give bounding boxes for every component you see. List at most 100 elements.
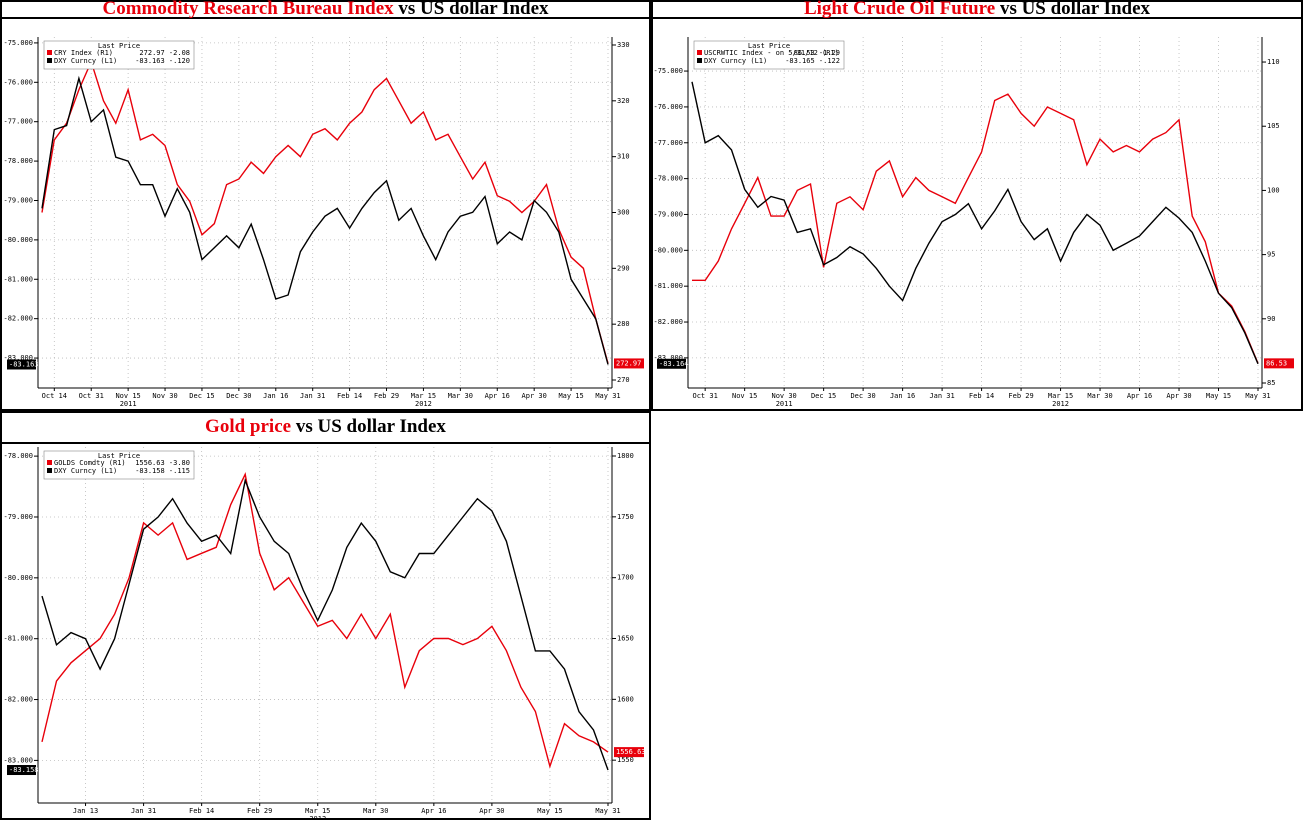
- legend-box: [43, 450, 195, 480]
- legend-name: USCRWTIC Index - on 5/31/12 (R1): [704, 49, 839, 57]
- y2-tick-label: 310: [617, 153, 630, 161]
- y-tick-label: -82.000: [3, 696, 33, 704]
- y2-tick-label: 110: [1267, 58, 1280, 66]
- y-tick-label: -79.000: [3, 513, 33, 521]
- y-tick-label: -76.000: [653, 103, 683, 111]
- legend-title: Last Price: [98, 452, 140, 460]
- y2-tick-label: 90: [1267, 315, 1275, 323]
- y2-tick-label: 320: [617, 97, 630, 105]
- series-line: [41, 478, 609, 771]
- legend-value: 1556.63 -3.80: [135, 459, 190, 467]
- y-tick-label: -78.000: [3, 157, 33, 165]
- x-tick-label: Jan 13: [73, 807, 98, 815]
- y-tick-label: -75.000: [3, 39, 33, 47]
- y2-tick-label: 270: [617, 376, 630, 384]
- x-tick-label: Mar 30: [1087, 392, 1112, 400]
- y-tick-label: -75.000: [653, 67, 683, 75]
- end-tag: [657, 358, 686, 369]
- legend-title: Last Price: [748, 42, 790, 50]
- legend-swatch: [47, 58, 52, 63]
- x-tick-label: Apr 30: [1166, 392, 1191, 400]
- y-tick-label: -81.000: [3, 275, 33, 283]
- x-tick-label: Jan 16: [263, 392, 288, 400]
- y2-tick-label: 1600: [617, 695, 634, 703]
- x-tick-label: Apr 30: [479, 807, 504, 815]
- end-tag: [614, 747, 644, 758]
- legend-name: DXY Curncy (L1): [704, 57, 767, 65]
- x-tick-label: Nov 15: [115, 392, 140, 400]
- x-tick-label: Mar 30: [448, 392, 473, 400]
- end-label: -83.163: [9, 360, 39, 368]
- legend-swatch: [47, 460, 52, 465]
- y2-tick-label: 1700: [617, 574, 634, 582]
- legend-name: DXY Curncy (L1): [54, 57, 117, 65]
- x-tick-label: May 31: [1245, 392, 1270, 400]
- title-highlight: Light Crude Oil Future: [804, 0, 995, 19]
- legend-box: [693, 40, 845, 70]
- y2-tick-label: 300: [617, 209, 630, 217]
- end-label: 272.97: [616, 359, 641, 367]
- x-year-label: 2011: [120, 400, 137, 408]
- legend-swatch: [47, 50, 52, 55]
- y-tick-label: -82.000: [653, 318, 683, 326]
- y2-tick-label: 1650: [617, 635, 634, 643]
- end-tag: [614, 358, 644, 369]
- legend-value: -83.158 -.115: [135, 467, 190, 475]
- x-year-label: 2012: [415, 400, 432, 408]
- x-tick-label: Mar 15: [305, 807, 330, 815]
- chart-title: Gold price vs US dollar Index: [205, 416, 446, 437]
- x-tick-label: Feb 29: [374, 392, 399, 400]
- legend-swatch: [697, 58, 702, 63]
- x-tick-label: Jan 31: [929, 392, 954, 400]
- y-tick-label: -76.000: [3, 78, 33, 86]
- x-tick-label: May 15: [537, 807, 562, 815]
- x-tick-label: Apr 16: [485, 392, 510, 400]
- series-line: [41, 472, 609, 769]
- x-tick-label: Nov 30: [771, 392, 796, 400]
- x-tick-label: May 31: [595, 807, 620, 815]
- end-label: -83.164: [659, 360, 689, 368]
- y-tick-label: -83.000: [653, 354, 683, 362]
- y2-tick-label: 85: [1267, 379, 1275, 387]
- y2-tick-label: 100: [1267, 186, 1280, 194]
- y2-tick-label: 280: [617, 320, 630, 328]
- end-tag: [1264, 358, 1294, 369]
- legend-name: CRY Index (R1): [54, 49, 113, 57]
- title-rest: vs US dollar Index: [291, 416, 446, 437]
- legend-value: 86.53 -1.29: [794, 49, 840, 57]
- x-tick-label: Oct 14: [42, 392, 67, 400]
- x-tick-label: Apr 16: [1127, 392, 1152, 400]
- x-tick-label: Dec 15: [811, 392, 836, 400]
- end-label: -83.158: [9, 766, 39, 774]
- legend-title: Last Price: [98, 42, 140, 50]
- x-tick-label: Nov 15: [732, 392, 757, 400]
- x-year-label: 2011: [776, 400, 793, 408]
- x-tick-label: Feb 29: [247, 807, 272, 815]
- legend-box: [43, 40, 195, 70]
- y2-tick-label: 1750: [617, 513, 634, 521]
- y-tick-label: -78.000: [653, 175, 683, 183]
- legend-swatch: [47, 468, 52, 473]
- y2-tick-label: 290: [617, 264, 630, 272]
- x-tick-label: Jan 31: [300, 392, 325, 400]
- x-tick-label: Feb 14: [969, 392, 994, 400]
- x-tick-label: Feb 14: [337, 392, 362, 400]
- y2-tick-label: 105: [1267, 122, 1280, 130]
- end-tag: [7, 359, 36, 370]
- x-year-label: 2012: [309, 815, 326, 820]
- x-tick-label: Apr 16: [421, 807, 446, 815]
- y-tick-label: -81.000: [3, 635, 33, 643]
- y-tick-label: -81.000: [653, 282, 683, 290]
- title-rest: vs US dollar Index: [995, 0, 1150, 19]
- y-tick-label: -80.000: [653, 246, 683, 254]
- x-tick-label: May 15: [1206, 392, 1231, 400]
- end-label: 1556.63: [616, 748, 646, 756]
- y-tick-label: -83.000: [3, 354, 33, 362]
- series-line: [691, 81, 1259, 365]
- x-tick-label: Dec 30: [226, 392, 251, 400]
- series-line: [692, 93, 1259, 364]
- legend-name: DXY Curncy (L1): [54, 467, 117, 475]
- x-tick-label: Jan 16: [890, 392, 915, 400]
- legend-swatch: [697, 50, 702, 55]
